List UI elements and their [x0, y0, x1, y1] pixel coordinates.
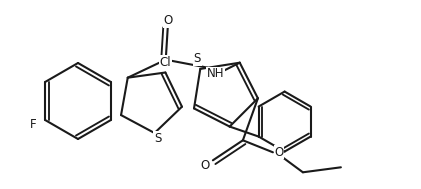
Text: O: O: [274, 146, 283, 159]
Text: S: S: [194, 52, 201, 65]
Text: NH: NH: [207, 67, 224, 80]
Text: S: S: [154, 132, 161, 145]
Text: O: O: [200, 159, 210, 172]
Text: O: O: [163, 14, 172, 27]
Text: Cl: Cl: [160, 56, 171, 69]
Text: F: F: [30, 118, 36, 130]
